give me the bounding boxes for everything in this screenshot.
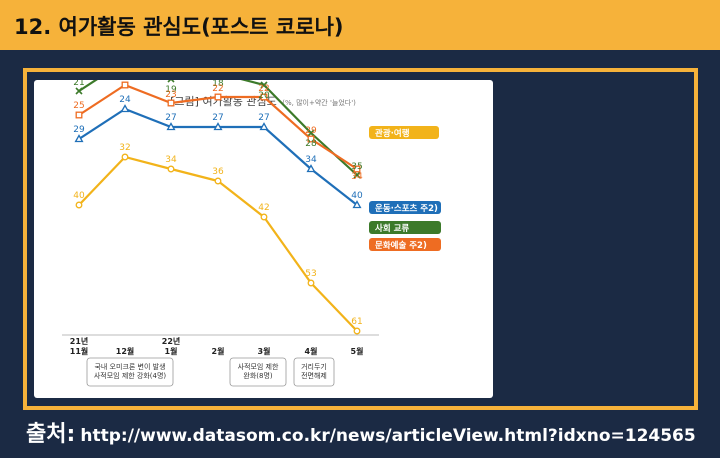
marker-0-0: [75, 201, 83, 209]
marker-1-1: [120, 104, 130, 113]
data-label-1-1: 24: [119, 95, 131, 105]
marker-3-0: [75, 111, 83, 119]
marker-3-5: [307, 135, 315, 143]
marker-0-5: [307, 279, 315, 287]
marker-0-6: [353, 327, 361, 335]
legend-item-0: 관광·여행: [369, 126, 439, 139]
data-label-1-4: 27: [258, 113, 269, 123]
slide-header: 12. 여가활동 관심도(포스트 코로나): [0, 0, 720, 50]
x-tick-label-6: 5월: [351, 346, 364, 356]
data-label-2-0: 21: [73, 80, 84, 88]
data-label-1-0: 29: [73, 125, 85, 135]
data-label-2-3: 18: [212, 80, 224, 89]
data-label-1-3: 27: [212, 113, 223, 123]
marker-1-2: [166, 122, 176, 131]
x-tick-label-5: 4월: [305, 346, 318, 356]
legend-item-1: 운동·스포츠 주2): [369, 201, 441, 214]
marker-3-2: [167, 99, 175, 107]
chart-subtitle: (%, 많이+약간 '늘었다'): [282, 98, 356, 107]
legend-label-3: 문화예술 주2): [375, 240, 427, 251]
legend-item-2: 사회 교류: [369, 221, 441, 234]
marker-1-5: [306, 164, 316, 173]
legend-label-2: 사회 교류: [375, 223, 409, 234]
annotation-box-1: [229, 357, 287, 387]
data-label-0-1: 32: [119, 143, 130, 153]
marker-3-1: [121, 81, 129, 89]
marker-0-1: [121, 153, 129, 161]
data-label-2-2: 19: [165, 85, 177, 95]
x-tick-label-3: 2월: [212, 346, 225, 356]
data-label-2-4: 20: [258, 91, 270, 101]
data-label-2-6: 35: [351, 162, 362, 172]
chart-frame: [그림] 여가활동 관심도 (%, 많이+약간 '늘었다') 40 32 34 36 4…: [23, 68, 698, 410]
marker-1-6: [352, 200, 362, 209]
legend-swatch-2: [369, 221, 441, 234]
data-labels: 4032343642536129242727273440211619182028…: [73, 80, 363, 327]
data-label-0-0: 40: [73, 191, 85, 201]
marker-3-4: [260, 93, 268, 101]
data-label-1-5: 34: [305, 155, 317, 165]
x-tick-label-0: 21년 11월: [70, 336, 89, 356]
annotation-text-2: 거리두기 전면해제: [301, 362, 327, 380]
annotation-0: 국내 오미크론 변이 발생 사적모임 제한 강화(4명): [86, 357, 174, 387]
legend-item-3: 문화예술 주2): [369, 238, 441, 251]
marker-0-4: [260, 213, 268, 221]
marker-2-6: [353, 171, 361, 179]
x-tick-label-1: 12월: [116, 346, 135, 356]
data-label-0-6: 61: [351, 317, 362, 327]
line-chart: [그림] 여가활동 관심도 (%, 많이+약간 '늘었다') 403234364…: [62, 80, 441, 387]
marker-3-3: [214, 93, 222, 101]
data-label-0-3: 36: [212, 167, 224, 177]
data-label-1-6: 40: [351, 191, 363, 201]
marker-2-4: [260, 81, 268, 89]
source-label: 출처:: [26, 422, 76, 447]
slide-title: 12. 여가활동 관심도(포스트 코로나): [14, 15, 344, 39]
x-tick-label-2: 22년 1월: [162, 336, 181, 356]
data-label-3-0: 25: [73, 101, 84, 111]
data-label-3-2: 23: [165, 90, 176, 100]
legend-swatch-0: [369, 126, 439, 139]
legend-label-1: 운동·스포츠 주2): [375, 203, 438, 214]
marker-2-2: [167, 80, 175, 83]
marker-2-5: [307, 129, 315, 137]
source-line: 출처: http://www.datasom.co.kr/news/articl…: [26, 416, 696, 448]
source-url: http://www.datasom.co.kr/news/articleVie…: [80, 426, 696, 446]
annotations: 국내 오미크론 변이 발생 사적모임 제한 강화(4명) 사적모임 제한 완화(8명)…: [86, 357, 335, 387]
annotation-text-0: 국내 오미크론 변이 발생 사적모임 제한 강화(4명): [94, 362, 167, 380]
annotation-2: 거리두기 전면해제: [293, 357, 335, 387]
marker-1-3: [213, 122, 223, 131]
marker-1-4: [259, 122, 269, 131]
series-markers: [74, 80, 362, 335]
annotation-box-2: [293, 357, 335, 387]
marker-0-2: [167, 165, 175, 173]
x-tick-label-4: 3월: [258, 346, 271, 356]
data-label-3-4: 22: [258, 84, 269, 94]
data-label-3-6: 34: [351, 172, 363, 182]
x-tick-labels: 21년 11월 12월 22년 1월 2월 3월 4월 5월: [70, 336, 364, 356]
marker-0-3: [214, 177, 222, 185]
annotation-1: 사적모임 제한 완화(8명): [229, 357, 287, 387]
marker-2-0: [75, 87, 83, 95]
data-label-3-1: 20: [119, 80, 131, 82]
data-label-3-5: 29: [305, 126, 317, 136]
legend-swatch-3: [369, 238, 441, 251]
chart-panel: [그림] 여가활동 관심도 (%, 많이+약간 '늘었다') 40 32 34 36 4…: [34, 80, 493, 398]
data-label-1-2: 27: [165, 113, 176, 123]
annotation-box-0: [86, 357, 174, 387]
marker-1-0: [74, 134, 84, 143]
data-label-0-4: 42: [258, 203, 269, 213]
marker-3-6: [353, 165, 361, 173]
annotation-text-1: 사적모임 제한 완화(8명): [238, 362, 279, 380]
data-label-2-5: 28: [305, 139, 317, 149]
data-label-0-5: 53: [305, 269, 316, 279]
legend-label-0: 관광·여행: [375, 128, 410, 139]
data-label-3-3: 22: [212, 84, 223, 94]
legend-swatch-1: [369, 201, 441, 214]
data-label-0-2: 34: [165, 155, 177, 165]
